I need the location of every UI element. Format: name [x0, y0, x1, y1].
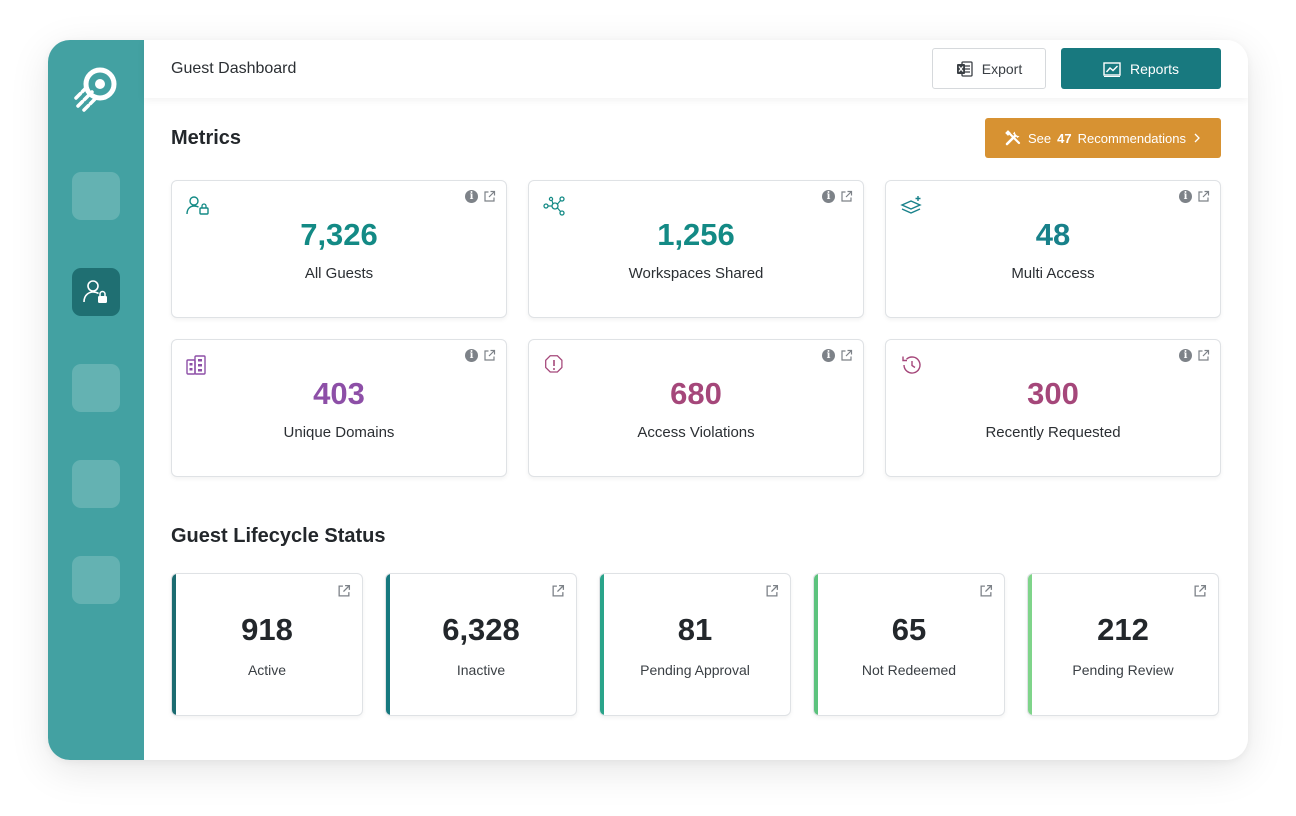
- sidebar-item-4[interactable]: [72, 460, 120, 508]
- metrics-title: Metrics: [171, 127, 242, 149]
- status-card-not-redeemed[interactable]: 65 Not Redeemed: [813, 573, 1005, 716]
- status-value: 918: [241, 612, 293, 647]
- status-card-active[interactable]: 918 Active: [171, 573, 363, 716]
- info-icon[interactable]: i: [1179, 190, 1192, 203]
- metric-card-workspaces-shared[interactable]: i 1,256 Workspaces Shared: [528, 180, 864, 318]
- metric-value: 48: [1035, 217, 1071, 252]
- status-card-pending-approval[interactable]: 81 Pending Approval: [599, 573, 791, 716]
- reports-button[interactable]: Reports: [1061, 48, 1221, 89]
- chart-icon: [1103, 61, 1121, 77]
- metric-card-multi-access[interactable]: i 48 Multi Access: [885, 180, 1221, 318]
- sidebar: [48, 40, 144, 760]
- metric-label: Recently Requested: [985, 424, 1121, 441]
- status-label: Pending Approval: [640, 662, 750, 678]
- topbar: Guest Dashboard Export Repor: [144, 40, 1248, 98]
- sidebar-item-1[interactable]: [72, 172, 120, 220]
- metric-label: All Guests: [304, 265, 374, 282]
- external-link-icon[interactable]: [1193, 584, 1207, 598]
- sidebar-item-5[interactable]: [72, 556, 120, 604]
- external-link-icon[interactable]: [1197, 349, 1210, 362]
- sidebar-item-3[interactable]: [72, 364, 120, 412]
- external-link-icon[interactable]: [1197, 190, 1210, 203]
- status-accent-bar: [172, 574, 176, 715]
- app-window: Guest Dashboard Export Repor: [48, 40, 1248, 760]
- buildings-icon: [185, 354, 211, 376]
- info-icon[interactable]: i: [465, 349, 478, 362]
- external-link-icon[interactable]: [840, 349, 853, 362]
- status-value: 65: [891, 612, 927, 647]
- metric-label: Multi Access: [1011, 265, 1095, 282]
- status-accent-bar: [386, 574, 390, 715]
- metric-value: 403: [313, 376, 365, 411]
- external-link-icon[interactable]: [483, 349, 496, 362]
- status-accent-bar: [814, 574, 818, 715]
- recommendations-button[interactable]: See 47 Recommendations: [985, 118, 1221, 158]
- export-button[interactable]: Export: [932, 48, 1046, 89]
- status-accent-bar: [600, 574, 604, 715]
- metric-card-unique-domains[interactable]: i 403 Unique Domains: [171, 339, 507, 477]
- excel-icon: [956, 60, 973, 77]
- user-lock-icon: [83, 280, 107, 303]
- share-nodes-icon: [542, 195, 568, 217]
- status-card-pending-review[interactable]: 212 Pending Review: [1027, 573, 1219, 716]
- status-value: 212: [1097, 612, 1149, 647]
- main-content: Guest Dashboard Export Repor: [144, 40, 1248, 760]
- status-accent-bar: [1028, 574, 1032, 715]
- external-link-icon[interactable]: [337, 584, 351, 598]
- app-logo-icon[interactable]: [70, 62, 122, 114]
- external-link-icon[interactable]: [979, 584, 993, 598]
- layers-plus-icon: [899, 195, 925, 217]
- metric-card-recently-requested[interactable]: i 300 Recently Requested: [885, 339, 1221, 477]
- metric-value: 300: [1027, 376, 1079, 411]
- info-icon[interactable]: i: [1179, 349, 1192, 362]
- metric-label: Workspaces Shared: [628, 265, 764, 282]
- status-label: Not Redeemed: [861, 662, 957, 678]
- external-link-icon[interactable]: [765, 584, 779, 598]
- metric-card-all-guests[interactable]: i 7,326 All Guests: [171, 180, 507, 318]
- reports-label: Reports: [1129, 60, 1180, 77]
- recommendations-suffix: Recommendations: [1077, 130, 1186, 146]
- metric-value: 680: [670, 376, 722, 411]
- metric-label: Unique Domains: [283, 424, 395, 441]
- external-link-icon[interactable]: [840, 190, 853, 203]
- status-label: Inactive: [456, 662, 506, 678]
- user-lock-icon: [185, 195, 211, 217]
- tools-icon: [1005, 130, 1021, 146]
- status-value: 81: [677, 612, 713, 647]
- status-label: Active: [247, 662, 287, 678]
- status-value: 6,328: [442, 612, 520, 647]
- info-icon[interactable]: i: [822, 190, 835, 203]
- metric-card-access-violations[interactable]: i 680 Access Violations: [528, 339, 864, 477]
- recommendations-prefix: See: [1028, 130, 1052, 146]
- status-label: Pending Review: [1072, 662, 1174, 678]
- export-label: Export: [981, 60, 1023, 77]
- metric-value: 1,256: [657, 217, 735, 252]
- info-icon[interactable]: i: [822, 349, 835, 362]
- external-link-icon[interactable]: [551, 584, 565, 598]
- chevron-right-icon: [1194, 133, 1200, 143]
- info-icon[interactable]: i: [465, 190, 478, 203]
- sidebar-item-guests[interactable]: [72, 268, 120, 316]
- alert-octagon-icon: [542, 354, 568, 376]
- metric-value: 7,326: [300, 217, 378, 252]
- history-icon: [899, 354, 925, 376]
- external-link-icon[interactable]: [483, 190, 496, 203]
- metric-label: Access Violations: [637, 424, 755, 441]
- lifecycle-title: Guest Lifecycle Status: [171, 525, 386, 547]
- recommendations-count: 47: [1057, 130, 1072, 146]
- page-title: Guest Dashboard: [171, 60, 297, 77]
- status-card-inactive[interactable]: 6,328 Inactive: [385, 573, 577, 716]
